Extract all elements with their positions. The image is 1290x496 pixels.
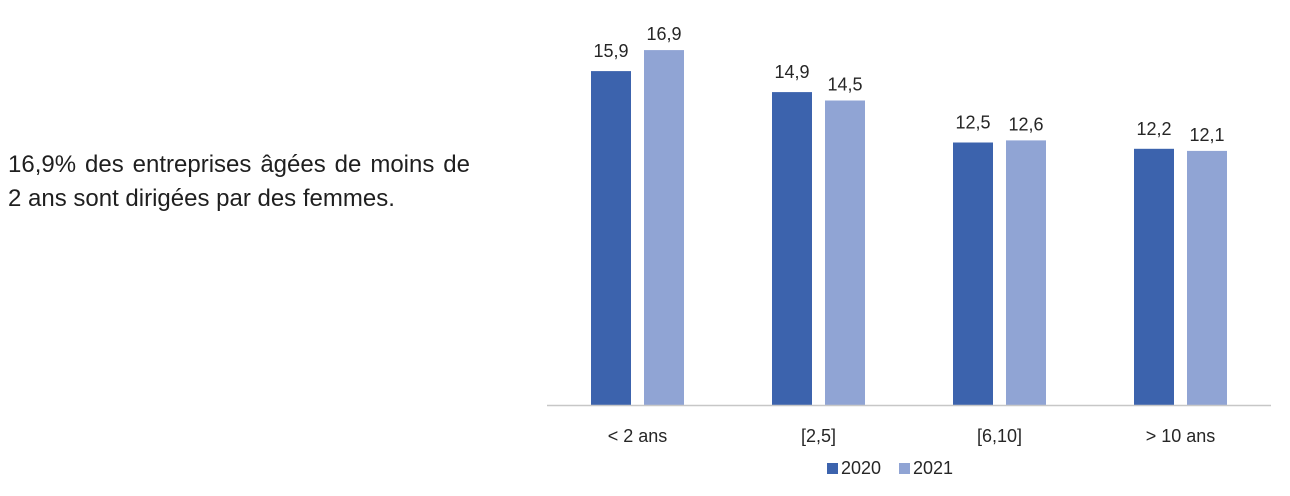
category-label-1: [2,5] [801, 426, 836, 446]
category-label-2: [6,10] [977, 426, 1022, 446]
bar-2021-0 [644, 50, 684, 405]
bar-2021-3 [1187, 150, 1227, 405]
bar-2020-2 [953, 142, 993, 405]
chart-container: 15,9 16,9 14,9 14,5 12,5 12,6 12,2 12,1 < 2 ans… [540, 0, 1290, 491]
data-label-2020-2: 12,5 [955, 113, 990, 133]
bar-2021-2 [1006, 140, 1046, 405]
legend-label-2020: 2020 [841, 458, 881, 478]
bar-2020-3 [1134, 148, 1174, 406]
data-label-2020-1: 14,9 [774, 62, 809, 82]
legend-swatch-2021 [899, 463, 910, 474]
data-label-2020-0: 15,9 [593, 41, 628, 61]
bars-group [591, 50, 1227, 406]
data-label-2020-3: 12,2 [1136, 119, 1171, 139]
legend-swatch-2020 [827, 463, 838, 474]
bar-2021-1 [825, 100, 865, 405]
bar-2020-1 [772, 92, 812, 405]
legend: 2020 2021 [827, 458, 953, 478]
value-labels-group: 15,9 16,9 14,9 14,5 12,5 12,6 12,2 12,1 [593, 24, 1224, 145]
bar-chart: 15,9 16,9 14,9 14,5 12,5 12,6 12,2 12,1 < 2 ans… [547, 24, 1271, 478]
category-label-0: < 2 ans [608, 426, 668, 446]
data-label-2021-2: 12,6 [1008, 114, 1043, 134]
category-labels-group: < 2 ans [2,5] [6,10] > 10 ans [608, 426, 1216, 446]
data-label-2021-1: 14,5 [827, 75, 862, 95]
legend-label-2021: 2021 [913, 458, 953, 478]
data-label-2021-3: 12,1 [1189, 125, 1224, 145]
data-label-2021-0: 16,9 [646, 24, 681, 44]
caption-text: 16,9% des entreprises âgées de moins de … [8, 151, 470, 212]
category-label-3: > 10 ans [1146, 426, 1216, 446]
bar-2020-0 [591, 71, 631, 405]
